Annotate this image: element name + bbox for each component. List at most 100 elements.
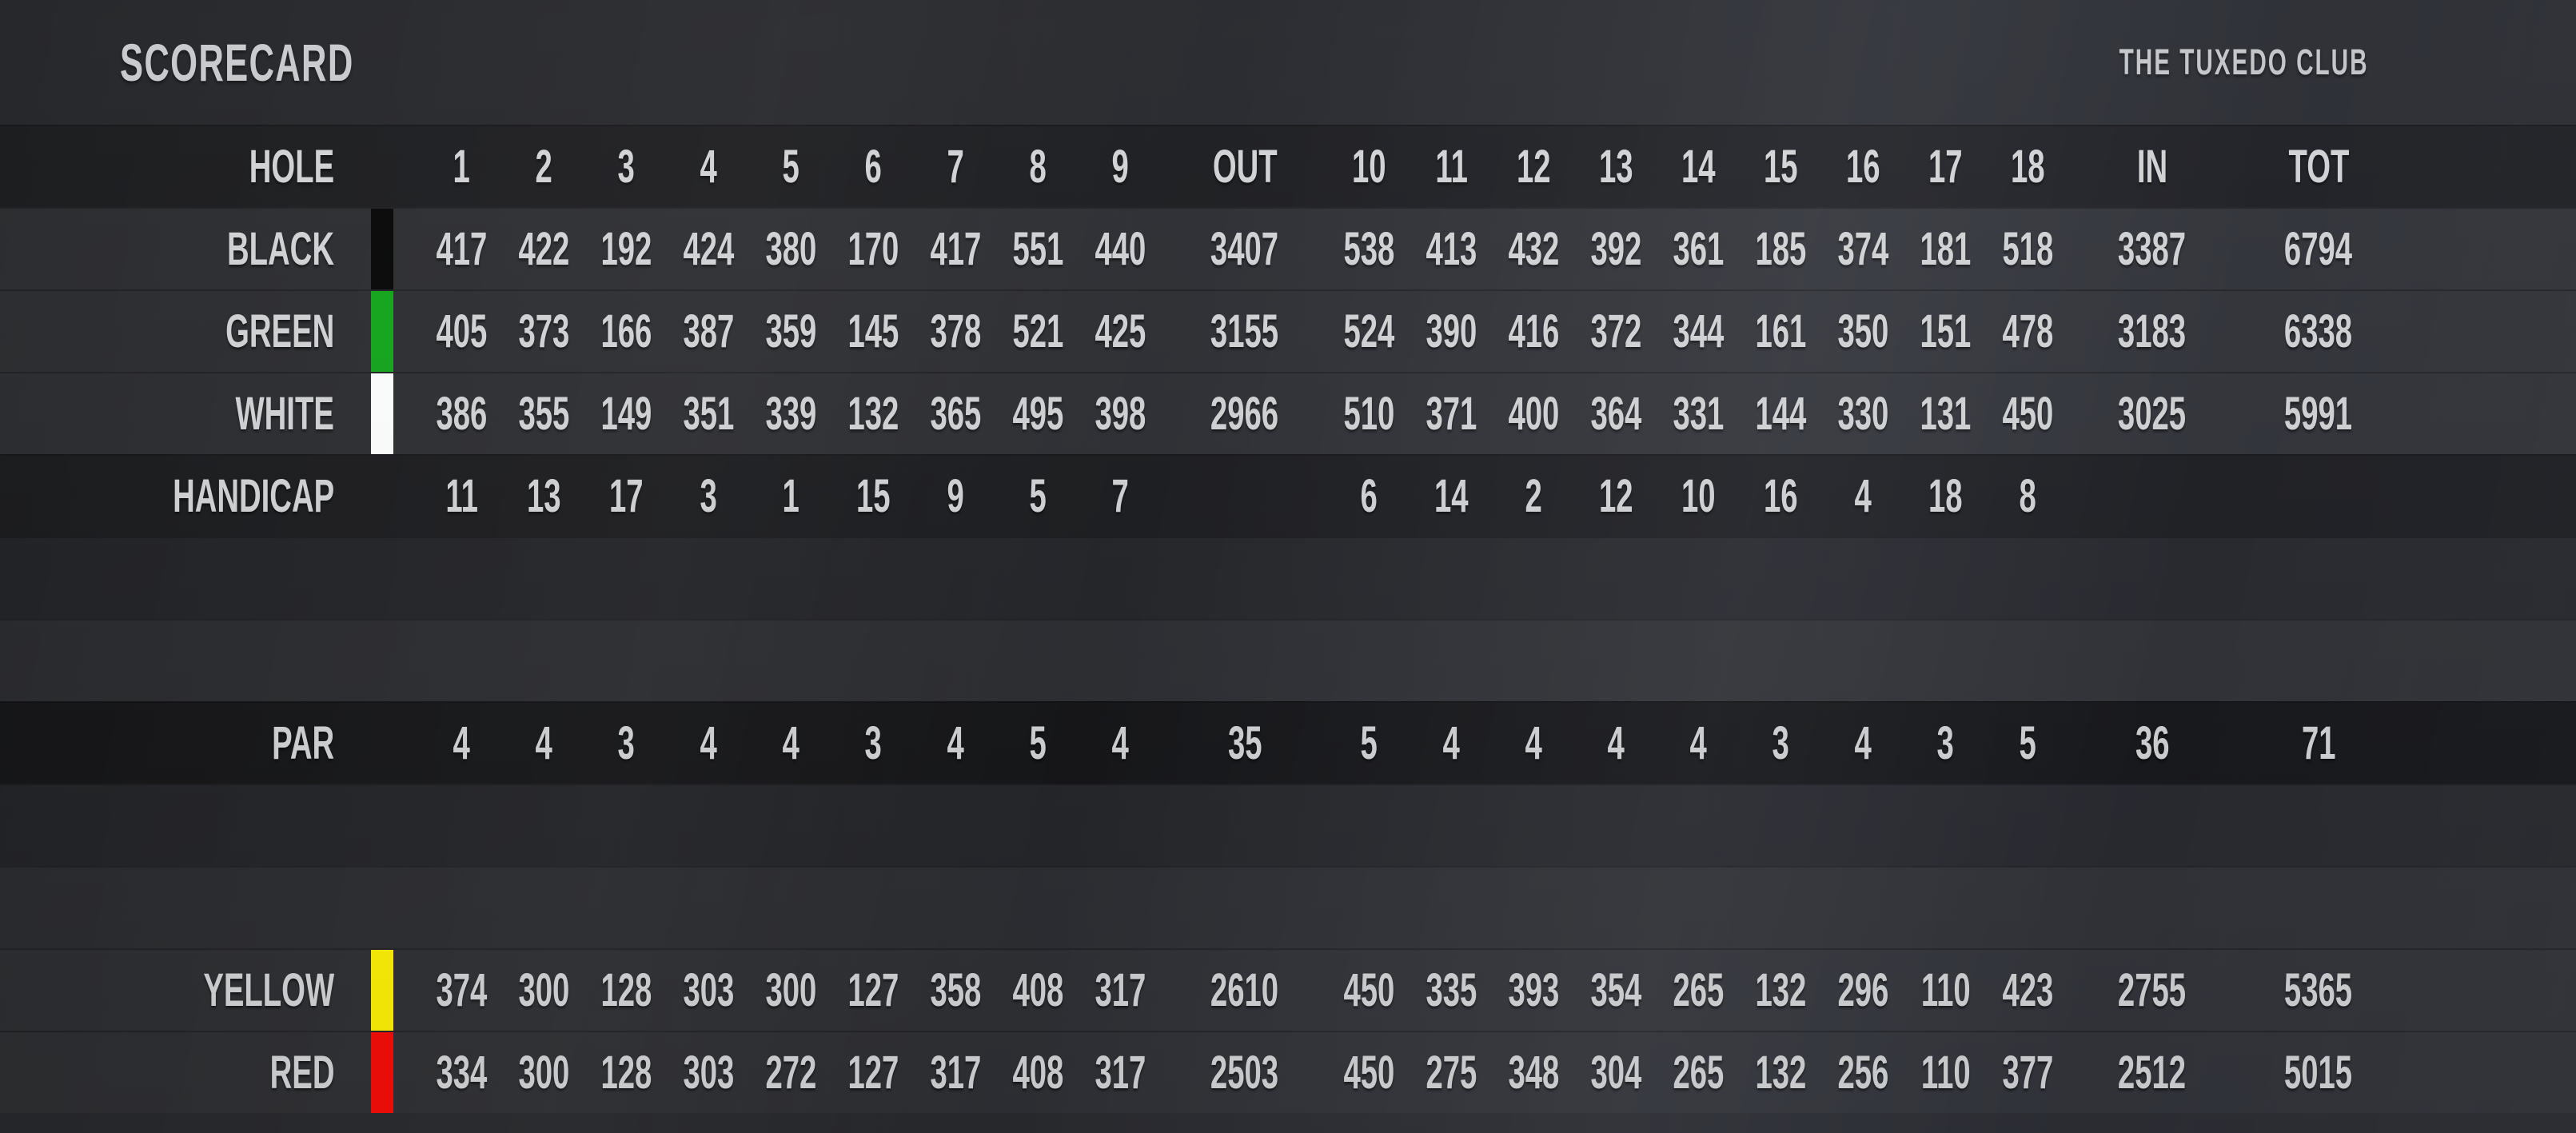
score-cell: 348 (1508, 1047, 1560, 1099)
score-cell: 10 (1352, 141, 1386, 193)
score-cell: 417 (930, 223, 982, 275)
score-cell: 380 (765, 223, 817, 275)
score-cell: 495 (1012, 388, 1064, 440)
score-cell: 128 (600, 964, 652, 1016)
score-cell: 450 (1343, 964, 1395, 1016)
score-cell: 4 (1111, 717, 1130, 769)
score-cell: 13 (1599, 141, 1633, 193)
score-cell: 2610 (1210, 964, 1279, 1016)
score-row-red: RED 334 300 128 303 272 127 317 408 317 2503 450 27… (0, 1031, 2576, 1113)
score-cell: 8 (1029, 141, 1047, 193)
score-cell: 386 (436, 388, 488, 440)
score-cell: 15 (856, 470, 891, 522)
score-row-white: WHITE 386 355 149 351 339 132 365 495 398 2966 510… (0, 372, 2576, 454)
row-label: GREEN (225, 305, 334, 357)
score-cell: 317 (1095, 964, 1146, 1016)
score-cell: 2512 (2118, 1047, 2187, 1099)
score-cell: 272 (765, 1047, 817, 1099)
score-cell: 5 (1360, 717, 1378, 769)
score-cell: 344 (1673, 305, 1725, 357)
row-label (0, 538, 344, 619)
row-label: BLACK (227, 223, 334, 275)
score-cell: 161 (1755, 305, 1807, 357)
score-cell: 423 (2002, 964, 2054, 1016)
spacer-row (0, 866, 2576, 948)
score-cell: 110 (1920, 964, 1971, 1016)
score-cell: 12 (1517, 141, 1551, 193)
score-cell: 11 (1435, 141, 1468, 193)
score-cell: 377 (2002, 1047, 2054, 1099)
scorecard-table: HOLE 1 2 3 4 5 6 7 8 9 OUT 10 11 12 13 14 15 16 17 18 IN TOT… (0, 125, 2576, 1113)
score-cell: 6794 (2284, 223, 2353, 275)
page-title: SCORECARD (120, 32, 474, 93)
score-cell: 413 (1426, 223, 1477, 275)
score-cell: 3387 (2118, 223, 2187, 275)
score-cell: 408 (1012, 1047, 1064, 1099)
score-cell (2069, 456, 2235, 537)
row-label: YELLOW (203, 964, 334, 1016)
score-cell: 300 (518, 1047, 570, 1099)
score-cell: 256 (1837, 1047, 1889, 1099)
score-cell: 128 (600, 1047, 652, 1099)
row-label: WHITE (235, 388, 334, 440)
score-cell: 4 (782, 717, 800, 769)
score-cell: 5 (1029, 470, 1047, 522)
score-cell: 7 (1111, 470, 1130, 522)
score-cell: 374 (1837, 223, 1889, 275)
score-cell: 275 (1426, 1047, 1477, 1099)
score-cell: 392 (1590, 223, 1642, 275)
score-cell: 35 (1227, 717, 1262, 769)
score-cell: 3 (1772, 717, 1790, 769)
score-cell: 521 (1012, 305, 1064, 357)
score-cell: 3025 (2118, 388, 2187, 440)
score-cell: 317 (1095, 1047, 1146, 1099)
score-cell: 432 (1508, 223, 1560, 275)
score-cell: 14 (1681, 141, 1716, 193)
tee-swatch (344, 785, 421, 866)
row-label: HOLE (249, 141, 334, 193)
score-cell: 358 (930, 964, 982, 1016)
score-cell: 16 (1764, 470, 1798, 522)
score-cell: 551 (1012, 223, 1064, 275)
score-cell: 4 (1854, 470, 1872, 522)
score-cell: 265 (1673, 964, 1725, 1016)
score-cell: 400 (1508, 388, 1560, 440)
tee-swatch (344, 126, 421, 207)
score-cell: 359 (765, 305, 817, 357)
score-cell: 300 (518, 964, 570, 1016)
score-cell: 303 (683, 964, 735, 1016)
score-cell: 1 (782, 470, 800, 522)
score-cell: 4 (1525, 717, 1543, 769)
score-cell: 2 (1525, 470, 1543, 522)
score-cell: 4 (1689, 717, 1708, 769)
tee-swatch (344, 703, 421, 784)
score-cell: 3 (700, 470, 718, 522)
score-cell: 405 (436, 305, 488, 357)
score-cell: 2 (535, 141, 553, 193)
tee-swatch (344, 620, 421, 701)
score-cell: 3 (617, 141, 636, 193)
score-cell: 334 (436, 1047, 488, 1099)
score-cell: 422 (518, 223, 570, 275)
score-cell: 265 (1673, 1047, 1725, 1099)
score-cell: 17 (609, 470, 644, 522)
score-cell: 17 (1928, 141, 1963, 193)
score-cell: 6 (864, 141, 883, 193)
row-label (0, 868, 344, 948)
score-cell: 5 (782, 141, 800, 193)
score-cell: 6 (1360, 470, 1378, 522)
score-cell: 4 (700, 141, 718, 193)
score-cell: 3155 (1210, 305, 1279, 357)
score-cell: 393 (1508, 964, 1560, 1016)
score-row-handicap: HANDICAP 11 13 17 3 1 15 9 5 7 6 14 2 12 10 16 4 18 8 (0, 454, 2576, 537)
score-cell: 3407 (1210, 223, 1279, 275)
score-cell: 131 (1920, 388, 1972, 440)
score-cell: 4 (947, 717, 965, 769)
score-cell: 11 (445, 470, 478, 522)
row-label (0, 620, 344, 701)
score-cell: 317 (930, 1047, 982, 1099)
tee-swatch (344, 456, 421, 537)
score-cell: 303 (683, 1047, 735, 1099)
green-tee-color-swatch (344, 291, 421, 372)
score-cell: 110 (1920, 1047, 1971, 1099)
